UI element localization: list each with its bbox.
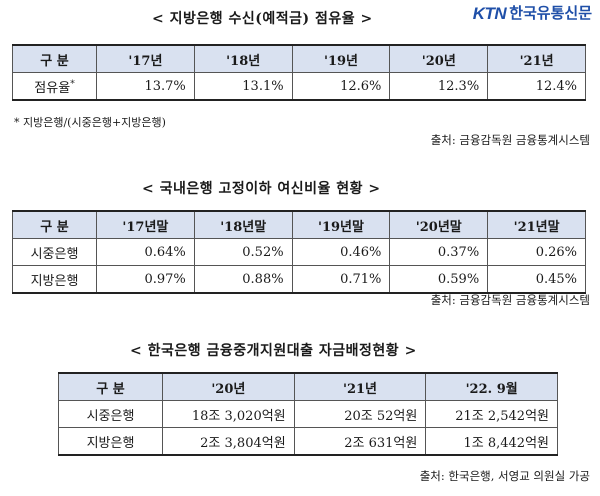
row-label: 점유율* xyxy=(12,72,97,101)
table3-title: < 한국은행 금융중개지원대출 자금배정현황 > xyxy=(130,343,417,359)
table2-source: 출처: 금융감독원 금융통계시스템 xyxy=(430,293,590,307)
table-cell: 1조 8,442억원 xyxy=(425,427,558,456)
table2-header-category: 구 분 xyxy=(12,210,97,239)
table-cell: 0.88% xyxy=(193,265,293,294)
table3-header-col: '20년 xyxy=(162,372,295,401)
table1-header-col: '18년 xyxy=(193,44,293,73)
table1-header-col: '21년 xyxy=(487,44,586,73)
deposit-share-table: 구 분 '17년 '18년 '19년 '20년 '21년 점유율* 13.7% … xyxy=(12,44,586,101)
table-cell: 0.46% xyxy=(291,238,391,266)
footnote-marker: * xyxy=(70,79,75,90)
row-label: 시중은행 xyxy=(12,238,97,266)
table-cell: 0.37% xyxy=(389,238,489,266)
logo-name: 한국유통신문 xyxy=(509,5,592,22)
table3-header-category: 구 분 xyxy=(58,372,163,401)
table1-title: < 지방은행 수신(예적금) 점유율 > xyxy=(152,11,373,27)
row-label: 지방은행 xyxy=(12,265,97,294)
lending-support-table: 구 분 '20년 '21년 '22. 9월 시중은행 18조 3,020억원 2… xyxy=(58,372,558,456)
row-label: 지방은행 xyxy=(58,427,163,456)
table1-header-col: '17년 xyxy=(96,44,195,73)
table-cell: 0.52% xyxy=(193,238,293,266)
table2-title: < 국내은행 고정이하 여신비율 현황 > xyxy=(142,181,381,197)
row-label-text: 점유율 xyxy=(34,80,71,96)
table3-source: 출처: 한국은행, 서영교 의원실 가공 xyxy=(419,469,590,483)
table-cell: 0.64% xyxy=(96,238,195,266)
table-cell: 13.1% xyxy=(193,72,293,101)
table-cell: 0.26% xyxy=(487,238,586,266)
npl-ratio-table: 구 분 '17년말 '18년말 '19년말 '20년말 '21년말 시중은행 0… xyxy=(12,210,586,294)
row-label: 시중은행 xyxy=(58,400,163,428)
table-cell: 21조 2,542억원 xyxy=(425,400,558,428)
table2-header-col: '17년말 xyxy=(96,210,195,239)
table-cell: 12.4% xyxy=(487,72,586,101)
table1-footnote: * 지방은행/(시중은행+지방은행) xyxy=(14,116,166,129)
table2-header-col: '19년말 xyxy=(291,210,391,239)
table-cell: 2조 631억원 xyxy=(293,427,427,456)
table3-header-col: '21년 xyxy=(293,372,427,401)
logo-mark: KTN xyxy=(472,4,507,23)
table-row: 시중은행 18조 3,020억원 20조 52억원 21조 2,542억원 xyxy=(58,400,558,428)
table1-header-col: '20년 xyxy=(389,44,489,73)
table2-header-col: '18년말 xyxy=(193,210,293,239)
table2-header-col: '20년말 xyxy=(389,210,489,239)
table3-header-row: 구 분 '20년 '21년 '22. 9월 xyxy=(58,372,558,401)
table1-header-row: 구 분 '17년 '18년 '19년 '20년 '21년 xyxy=(12,44,586,73)
table1-source: 출처: 금융감독원 금융통계시스템 xyxy=(430,133,590,147)
table-cell: 13.7% xyxy=(96,72,195,101)
table3-header-col: '22. 9월 xyxy=(425,372,558,401)
table-row: 점유율* 13.7% 13.1% 12.6% 12.3% 12.4% xyxy=(12,72,586,101)
table-row: 지방은행 0.97% 0.88% 0.71% 0.59% 0.45% xyxy=(12,265,586,294)
table2-header-row: 구 분 '17년말 '18년말 '19년말 '20년말 '21년말 xyxy=(12,210,586,239)
table-row: 시중은행 0.64% 0.52% 0.46% 0.37% 0.26% xyxy=(12,238,586,266)
table1-header-col: '19년 xyxy=(291,44,391,73)
table-cell: 18조 3,020억원 xyxy=(162,400,295,428)
table-cell: 0.59% xyxy=(389,265,489,294)
table-cell: 2조 3,804억원 xyxy=(162,427,295,456)
ktn-logo: KTN 한국유통신문 xyxy=(472,4,592,23)
table-cell: 12.3% xyxy=(389,72,489,101)
table-row: 지방은행 2조 3,804억원 2조 631억원 1조 8,442억원 xyxy=(58,427,558,456)
table-cell: 20조 52억원 xyxy=(293,400,427,428)
table-cell: 0.45% xyxy=(487,265,586,294)
table-cell: 12.6% xyxy=(291,72,391,101)
table1-header-category: 구 분 xyxy=(12,44,97,73)
table-cell: 0.97% xyxy=(96,265,195,294)
table2-header-col: '21년말 xyxy=(487,210,586,239)
table-cell: 0.71% xyxy=(291,265,391,294)
